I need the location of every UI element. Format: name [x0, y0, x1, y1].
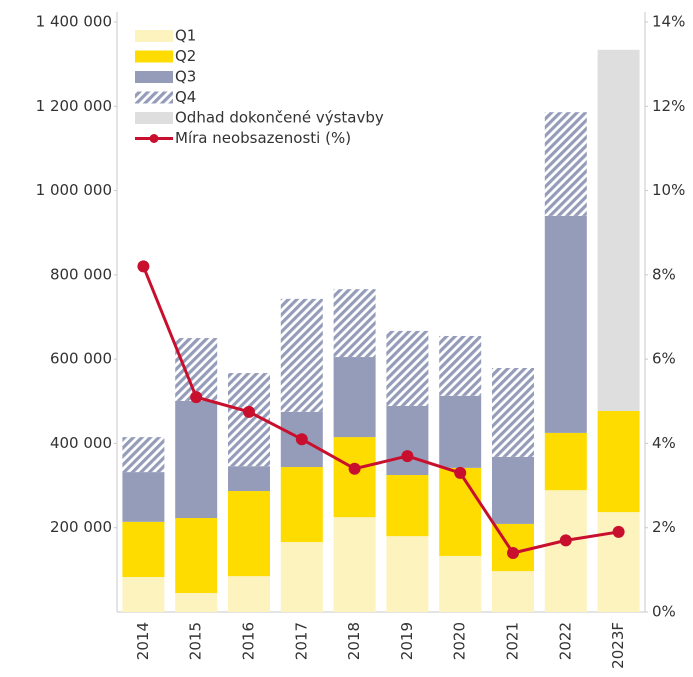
bar-segment: [492, 456, 534, 524]
y-tick-label: 1 000 000: [36, 181, 112, 199]
bar-segment: [386, 405, 429, 476]
legend-label: Míra neobsazenosti (%): [175, 129, 351, 147]
legend-swatch: [135, 30, 173, 42]
bar-segment: [228, 576, 270, 612]
y-tick-label: 1 400 000: [36, 13, 112, 31]
y2-tick-label: 12%: [652, 97, 685, 115]
bar-segment: [228, 491, 270, 577]
bar-segment: [175, 593, 218, 612]
x-tick-label: 2016: [240, 622, 258, 660]
bar-segment: [544, 215, 587, 433]
bar-segment: [122, 437, 165, 473]
bar-segment: [439, 555, 482, 612]
bar-segment: [175, 338, 218, 401]
x-tick-label: 2018: [345, 622, 363, 660]
bar-segment: [492, 571, 534, 612]
legend-marker: [149, 134, 159, 143]
legend-swatch: [135, 50, 173, 63]
bar-segment: [597, 410, 640, 513]
x-tick-label: 2014: [134, 622, 152, 660]
y2-tick-label: 6%: [652, 350, 676, 368]
bar-segment: [175, 400, 218, 519]
bar-segment: [386, 536, 429, 612]
bar-segment: [544, 432, 587, 491]
bar-segment: [280, 298, 323, 412]
y2-tick-label: 4%: [652, 434, 676, 452]
y-tick-label: 400 000: [50, 434, 112, 452]
bar-segment: [280, 542, 323, 612]
y2-tick-label: 0%: [652, 603, 676, 621]
y2-tick-label: 8%: [652, 265, 676, 283]
line-marker: [348, 462, 361, 475]
line-marker: [454, 466, 467, 479]
legend-label: Q4: [175, 88, 196, 106]
bar-segment: [544, 112, 587, 216]
bar-segment: [597, 49, 640, 411]
line: [142, 265, 619, 555]
legend-label: Q2: [175, 47, 196, 65]
bar-segment: [544, 490, 587, 612]
legend-swatch: [135, 112, 173, 124]
legend-swatch: [135, 71, 173, 83]
bar-segment: [386, 475, 429, 537]
bar-segment: [333, 437, 376, 518]
bar-segment: [228, 466, 270, 492]
y2-tick-label: 10%: [652, 181, 685, 199]
line-marker: [137, 260, 150, 273]
y2-tick-label: 14%: [652, 13, 685, 31]
bar-segment: [386, 330, 429, 406]
bar-segment: [492, 367, 534, 457]
bar-segment: [439, 335, 482, 396]
x-tick-label: 2021: [504, 622, 522, 660]
x-tick-label: 2019: [398, 622, 416, 660]
legend-label: Q1: [175, 27, 196, 45]
line-marker: [612, 525, 625, 538]
legend-swatch: [135, 91, 173, 104]
line-marker: [190, 391, 203, 404]
bar-segment: [439, 395, 482, 468]
bar-segment: [122, 472, 165, 522]
x-tick-label: 2015: [187, 622, 205, 660]
x-tick-label: 2022: [556, 622, 574, 660]
bar-segment: [333, 357, 376, 438]
line-marker: [295, 433, 308, 446]
line-marker: [507, 547, 519, 559]
x-tick-label: 2023F: [609, 622, 627, 669]
bar-segment: [333, 517, 376, 612]
legend-label: Odhad dokončené výstavby: [175, 109, 384, 127]
bar-segment: [280, 467, 323, 543]
y-tick-label: 200 000: [50, 518, 112, 536]
y-tick-label: 1 200 000: [36, 97, 112, 115]
bar-segment: [175, 518, 218, 594]
bar-segment: [122, 521, 165, 578]
x-tick-label: 2020: [451, 622, 469, 660]
line-marker: [559, 534, 572, 547]
y2-tick-label: 2%: [652, 518, 676, 536]
x-tick-label: 2017: [292, 622, 310, 660]
line-marker: [243, 405, 255, 418]
bar-segment: [122, 577, 165, 612]
bar-segment: [333, 289, 376, 358]
y-tick-label: 600 000: [50, 350, 112, 368]
y-tick-label: 800 000: [50, 265, 112, 283]
bar-segment: [439, 467, 482, 556]
legend-label: Q3: [175, 68, 196, 86]
line-marker: [401, 450, 414, 463]
